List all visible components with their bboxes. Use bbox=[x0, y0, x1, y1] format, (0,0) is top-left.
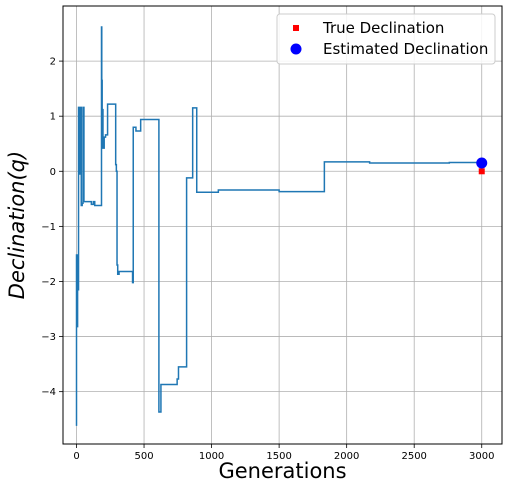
true-declination-marker bbox=[479, 168, 485, 174]
x-tick-label: 0 bbox=[73, 451, 79, 462]
y-tick-label: 0 bbox=[50, 167, 56, 178]
legend-true-declination-swatch bbox=[293, 25, 299, 31]
y-tick-label: −2 bbox=[41, 277, 56, 288]
y-tick-label: −1 bbox=[41, 222, 56, 233]
x-tick-label: 3000 bbox=[469, 451, 494, 462]
legend-estimated-declination-swatch bbox=[291, 44, 302, 55]
estimated-declination-marker bbox=[476, 158, 487, 169]
legend-label: True Declination bbox=[322, 19, 444, 37]
y-tick-label: 2 bbox=[50, 57, 56, 68]
x-tick-label: 2500 bbox=[401, 451, 426, 462]
y-tick-label: 1 bbox=[50, 112, 56, 123]
x-tick-label: 500 bbox=[134, 451, 153, 462]
legend: True Declination Estimated Declination bbox=[277, 14, 495, 64]
y-tick-label: −3 bbox=[41, 332, 56, 343]
x-axis-label: Generations bbox=[218, 459, 346, 483]
y-tick-label: −4 bbox=[41, 387, 56, 398]
legend-label: Estimated Declination bbox=[323, 40, 488, 58]
y-axis-label: Declination(q) bbox=[5, 151, 29, 299]
